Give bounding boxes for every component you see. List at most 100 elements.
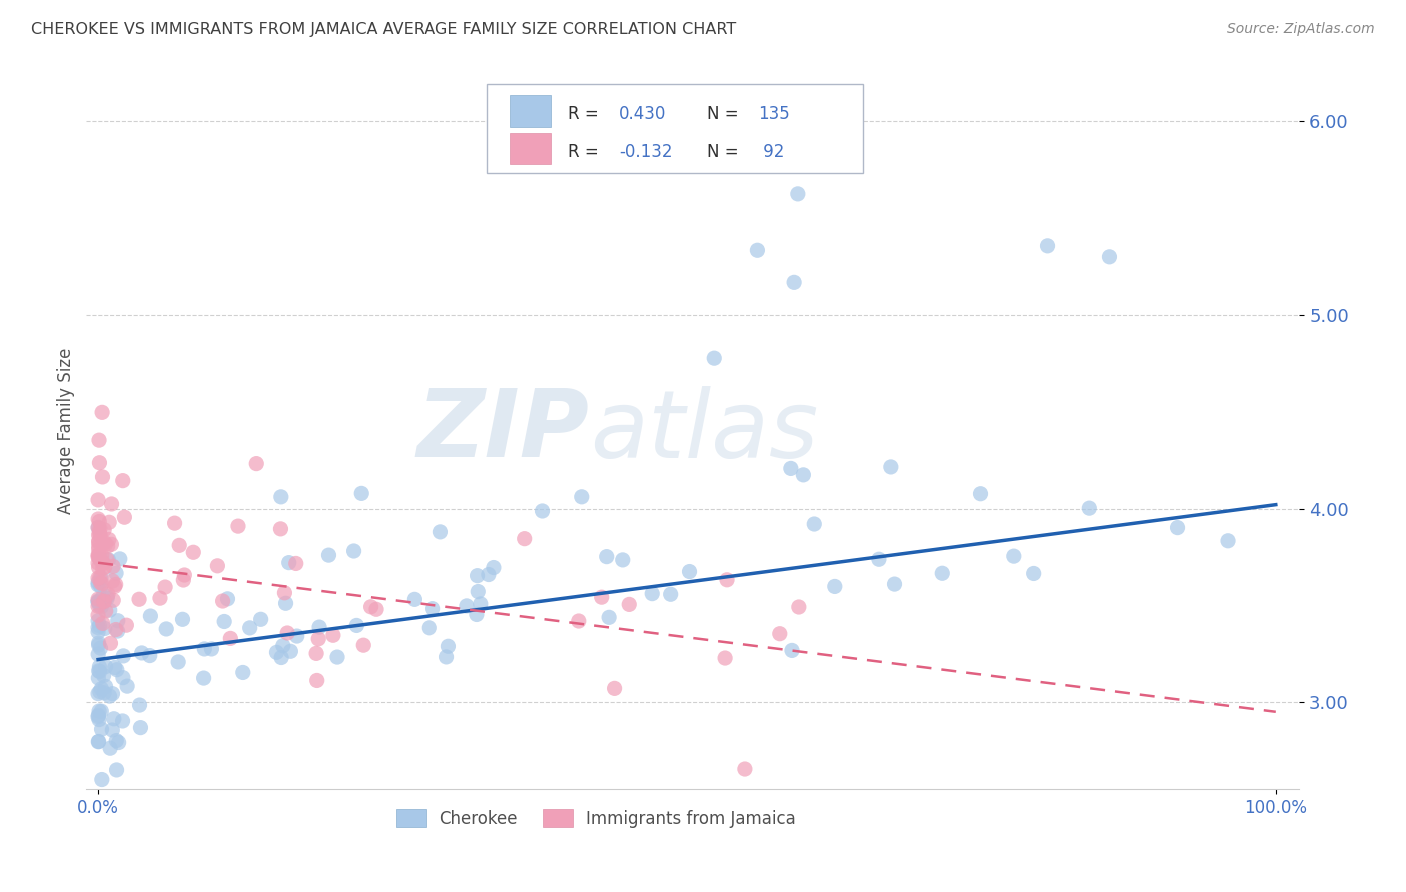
Point — [93, 523, 115, 537]
Point — [107, 624, 129, 638]
Point — [284, 557, 307, 571]
Point — [305, 673, 328, 688]
Point — [87, 535, 110, 549]
Point — [94, 604, 117, 618]
Point — [779, 461, 801, 475]
Point — [200, 642, 222, 657]
Point — [285, 629, 308, 643]
Point — [276, 626, 298, 640]
Point — [89, 575, 111, 590]
Point — [87, 599, 110, 614]
Point — [87, 671, 110, 685]
Point — [91, 470, 114, 484]
Point — [596, 549, 619, 564]
Point — [87, 608, 110, 623]
Point — [105, 763, 128, 777]
Point — [87, 713, 110, 727]
Point — [271, 639, 294, 653]
Point — [128, 592, 150, 607]
Point — [91, 616, 114, 631]
Point — [404, 592, 426, 607]
Legend: Cherokee, Immigrants from Jamaica: Cherokee, Immigrants from Jamaica — [389, 803, 803, 835]
Point — [167, 538, 190, 552]
Point — [87, 614, 110, 628]
Point — [318, 548, 340, 562]
FancyBboxPatch shape — [509, 95, 551, 127]
Point — [89, 570, 111, 584]
Point — [91, 562, 114, 576]
Point — [89, 515, 111, 529]
Point — [129, 721, 152, 735]
Point — [868, 552, 890, 566]
Point — [344, 618, 367, 632]
Point — [87, 734, 110, 748]
Point — [1078, 501, 1101, 516]
Point — [87, 560, 110, 574]
Point — [87, 556, 110, 570]
Point — [211, 594, 233, 608]
Point — [89, 619, 111, 633]
Point — [87, 595, 110, 609]
Point — [307, 632, 329, 646]
Point — [104, 623, 127, 637]
Point — [107, 614, 129, 628]
Point — [467, 584, 489, 599]
Point — [219, 632, 242, 646]
Point — [568, 614, 591, 628]
Point — [181, 545, 204, 559]
Point — [619, 598, 641, 612]
Point — [429, 524, 451, 539]
Point — [87, 704, 110, 718]
Point — [101, 574, 124, 588]
Point — [87, 512, 110, 526]
Point — [97, 539, 120, 553]
Point — [364, 602, 387, 616]
Point — [93, 594, 115, 608]
Point — [91, 591, 114, 605]
Point — [87, 528, 110, 542]
Point — [87, 550, 110, 565]
Point — [98, 516, 121, 530]
Point — [172, 612, 194, 626]
Point — [90, 599, 112, 614]
Point — [93, 535, 115, 549]
Point — [97, 533, 120, 547]
Point — [456, 599, 478, 613]
Point — [734, 762, 756, 776]
Point — [883, 577, 905, 591]
Point — [90, 772, 112, 787]
Point — [111, 474, 134, 488]
Point — [89, 599, 111, 613]
Point — [342, 544, 364, 558]
Point — [98, 689, 121, 703]
Point — [98, 741, 121, 756]
Point — [90, 570, 112, 584]
Point — [277, 556, 299, 570]
Point — [96, 591, 118, 606]
Point — [107, 735, 129, 749]
Point — [87, 539, 110, 553]
Point — [153, 580, 176, 594]
Point — [792, 467, 814, 482]
Point — [90, 723, 112, 737]
Point — [513, 532, 536, 546]
Point — [87, 708, 110, 723]
Point — [87, 533, 110, 548]
Point — [232, 665, 254, 680]
Point — [87, 571, 110, 585]
Point — [714, 651, 737, 665]
Point — [87, 578, 110, 592]
Text: ZIP: ZIP — [416, 385, 589, 477]
Point — [131, 646, 153, 660]
Point — [163, 516, 186, 530]
Point — [87, 520, 110, 534]
Point — [89, 525, 111, 540]
Text: 135: 135 — [758, 104, 790, 123]
Point — [87, 647, 110, 661]
Point — [96, 590, 118, 604]
Point — [100, 636, 122, 650]
Point — [112, 510, 135, 524]
Point — [90, 681, 112, 696]
Point — [91, 405, 114, 419]
Y-axis label: Average Family Size: Average Family Size — [58, 348, 75, 515]
